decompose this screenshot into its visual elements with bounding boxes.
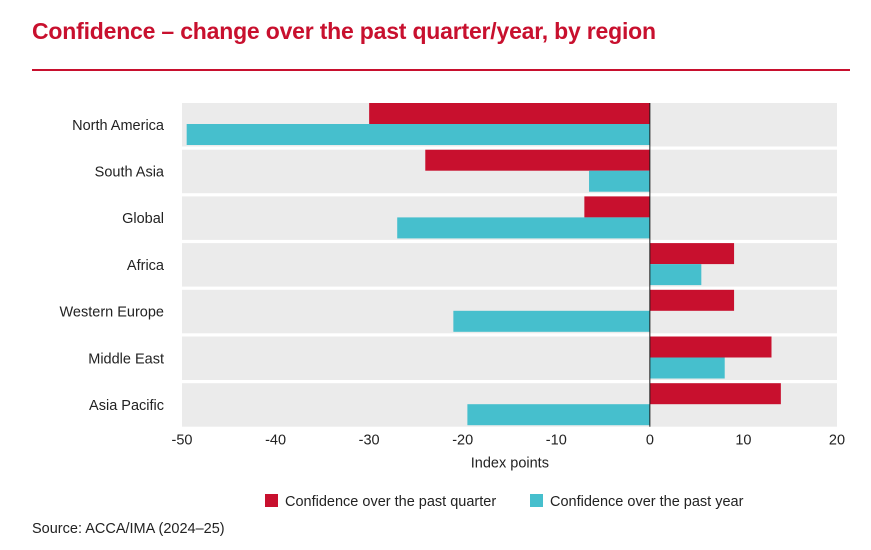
category-label: Western Europe bbox=[59, 305, 164, 321]
x-axis-label: Index points bbox=[471, 456, 549, 472]
category-label: Global bbox=[122, 211, 164, 227]
x-tick-label: -20 bbox=[452, 433, 473, 449]
legend: Confidence over the past quarter Confide… bbox=[265, 494, 744, 510]
legend-swatch-quarter bbox=[265, 494, 278, 507]
chart-bars bbox=[186, 103, 781, 426]
bar-year bbox=[649, 264, 702, 286]
bar-year bbox=[589, 170, 650, 192]
category-band bbox=[182, 243, 837, 287]
bar-year bbox=[397, 217, 650, 239]
x-tick-label: -30 bbox=[359, 433, 380, 449]
bar-quarter bbox=[425, 149, 650, 171]
legend-label-year: Confidence over the past year bbox=[550, 494, 744, 510]
bar-quarter bbox=[584, 196, 650, 218]
legend-label-quarter: Confidence over the past quarter bbox=[285, 494, 496, 510]
bar-quarter bbox=[369, 103, 650, 124]
category-labels: North America South Asia Global Africa Weste… bbox=[59, 118, 164, 414]
x-tick-label: -50 bbox=[172, 433, 193, 449]
bar-quarter bbox=[649, 243, 735, 265]
category-label: Africa bbox=[127, 258, 165, 274]
bar-quarter bbox=[649, 336, 772, 358]
bar-year bbox=[467, 404, 650, 426]
bar-quarter bbox=[649, 383, 781, 405]
bar-year bbox=[649, 357, 725, 379]
legend-swatch-year bbox=[530, 494, 543, 507]
x-tick-label: -10 bbox=[546, 433, 567, 449]
bar-year bbox=[453, 310, 650, 332]
title-divider bbox=[32, 69, 850, 71]
bar-quarter bbox=[649, 289, 735, 311]
x-tick-label: 0 bbox=[646, 433, 654, 449]
x-tick-label: 20 bbox=[829, 433, 845, 449]
source-note: Source: ACCA/IMA (2024–25) bbox=[32, 521, 225, 537]
x-tick-label: 10 bbox=[735, 433, 751, 449]
category-label: Middle East bbox=[88, 351, 164, 367]
category-label: South Asia bbox=[95, 164, 165, 180]
x-axis-ticks: -50 -40 -30 -20 -10 0 10 20 bbox=[172, 433, 846, 449]
bar-year bbox=[186, 124, 650, 145]
chart-title: Confidence – change over the past quarte… bbox=[32, 18, 656, 44]
category-label: Asia Pacific bbox=[89, 398, 164, 414]
category-label: North America bbox=[72, 118, 165, 134]
x-tick-label: -40 bbox=[265, 433, 286, 449]
